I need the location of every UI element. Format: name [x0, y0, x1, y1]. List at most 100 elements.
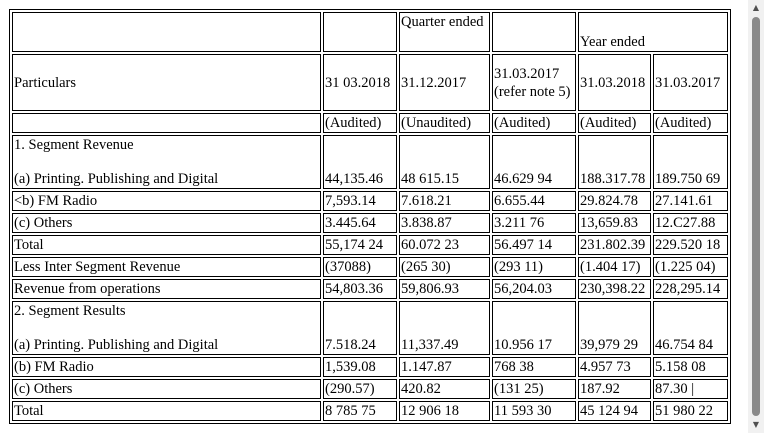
value-cell: 420.82	[399, 379, 490, 399]
scroll-up-arrow-icon[interactable]: ▲	[752, 3, 760, 12]
table-row: <b) FM Radio 7,593.14 7.618.21 6.655.44 …	[12, 191, 728, 211]
value-cell: 10.956 17	[492, 301, 576, 355]
value-cell: 6.655.44	[492, 191, 576, 211]
value-cell: 7.518.24	[323, 301, 397, 355]
row-label: 1. Segment Revenue (a) Printing. Publishi…	[12, 135, 321, 189]
row-label-text: (a) Printing. Publishing and Digital	[14, 337, 219, 353]
value-cell: 56,204.03	[492, 279, 576, 299]
vertical-scrollbar[interactable]: ▲ ▼	[748, 0, 764, 433]
row-label: Less Inter Segment Revenue	[12, 257, 321, 277]
date-heading: 31.12.2017	[399, 54, 490, 111]
row-label: (c) Others	[12, 379, 321, 399]
value-cell: 44,135.46	[323, 135, 397, 189]
row-label: 2. Segment Results (a) Printing. Publishi…	[12, 301, 321, 355]
audit-status: (Audited)	[578, 113, 651, 133]
document-viewport: Quarter ended Year ended Particulars 31 …	[9, 9, 731, 424]
value-cell: 39,979 29	[578, 301, 651, 355]
scroll-down-arrow-icon[interactable]: ▼	[752, 420, 760, 429]
value-cell: 187.92	[578, 379, 651, 399]
table-row: 1. Segment Revenue (a) Printing. Publishi…	[12, 135, 728, 189]
value-cell: 12 906 18	[399, 401, 490, 421]
value-cell: (131 25)	[492, 379, 576, 399]
row-label: (b) FM Radio	[12, 357, 321, 377]
value-cell: 7.618.21	[399, 191, 490, 211]
value-cell: 8 785 75	[323, 401, 397, 421]
value-cell: 229.520 18	[653, 235, 728, 255]
table-row: (c) Others (290.57) 420.82 (131 25) 187.…	[12, 379, 728, 399]
header-empty-cell	[323, 12, 397, 52]
value-cell: 1,539.08	[323, 357, 397, 377]
value-cell: 228,295.14	[653, 279, 728, 299]
section-title: 1. Segment Revenue	[14, 137, 134, 153]
date-heading: 31.03.2017 (refer note 5)	[492, 54, 576, 111]
value-cell: 51 980 22	[653, 401, 728, 421]
value-cell: (37088)	[323, 257, 397, 277]
table-row: Total 55,174 24 60.072 23 56.497 14 231.…	[12, 235, 728, 255]
date-header-row: Particulars 31 03.2018 31.12.2017 31.03.…	[12, 54, 728, 111]
value-cell: 29.824.78	[578, 191, 651, 211]
table-row: Less Inter Segment Revenue (37088) (265 …	[12, 257, 728, 277]
value-cell: 60.072 23	[399, 235, 490, 255]
value-cell: 230,398.22	[578, 279, 651, 299]
value-cell: 55,174 24	[323, 235, 397, 255]
value-cell: 27.141.61	[653, 191, 728, 211]
header-empty-cell	[12, 12, 321, 52]
value-cell: 7,593.14	[323, 191, 397, 211]
value-cell: 11,337.49	[399, 301, 490, 355]
row-label: Total	[12, 401, 321, 421]
value-cell: 87.30 |	[653, 379, 728, 399]
scrollbar-thumb[interactable]	[752, 17, 760, 416]
value-cell: 46.754 84	[653, 301, 728, 355]
value-cell: 1.147.87	[399, 357, 490, 377]
value-cell: 12.C27.88	[653, 213, 728, 233]
table-row: Revenue from operations 54,803.36 59,806…	[12, 279, 728, 299]
row-label-text: (a) Printing. Publishing and Digital	[14, 171, 219, 187]
value-cell: (1.404 17)	[578, 257, 651, 277]
value-cell: 3.838.87	[399, 213, 490, 233]
audit-status: (Audited)	[653, 113, 728, 133]
value-cell: 59,806.93	[399, 279, 490, 299]
value-cell: (293 11)	[492, 257, 576, 277]
value-cell: 5.158 08	[653, 357, 728, 377]
value-cell: 48 615.15	[399, 135, 490, 189]
value-cell: 768 38	[492, 357, 576, 377]
particulars-heading: Particulars	[12, 54, 321, 111]
value-cell: 56.497 14	[492, 235, 576, 255]
date-heading: 31.03.2018	[578, 54, 651, 111]
table-row: (b) FM Radio 1,539.08 1.147.87 768 38 4.…	[12, 357, 728, 377]
segment-results-table: Quarter ended Year ended Particulars 31 …	[9, 9, 731, 424]
value-cell: 45 124 94	[578, 401, 651, 421]
audit-status-row: (Audited) (Unaudited) (Audited) (Audited…	[12, 113, 728, 133]
row-label: (c) Others	[12, 213, 321, 233]
value-cell: 4.957 73	[578, 357, 651, 377]
table-row: Total 8 785 75 12 906 18 11 593 30 45 12…	[12, 401, 728, 421]
value-cell: 46.629 94	[492, 135, 576, 189]
table-header-row: Quarter ended Year ended	[12, 12, 728, 52]
table-row: 2. Segment Results (a) Printing. Publishi…	[12, 301, 728, 355]
audit-status: (Audited)	[323, 113, 397, 133]
row-label: <b) FM Radio	[12, 191, 321, 211]
value-cell: 13,659.83	[578, 213, 651, 233]
year-ended-heading: Year ended	[578, 12, 728, 52]
table-row: (c) Others 3.445.64 3.838.87 3.211 76 13…	[12, 213, 728, 233]
value-cell: (290.57)	[323, 379, 397, 399]
header-empty-cell	[492, 12, 576, 52]
date-heading: 31.03.2017	[653, 54, 728, 111]
date-heading: 31 03.2018	[323, 54, 397, 111]
section-title: 2. Segment Results	[14, 303, 126, 319]
row-label: Revenue from operations	[12, 279, 321, 299]
value-cell: (265 30)	[399, 257, 490, 277]
quarter-ended-heading: Quarter ended	[399, 12, 490, 52]
value-cell: 189.750 69	[653, 135, 728, 189]
value-cell: 188.317.78	[578, 135, 651, 189]
row-label: Total	[12, 235, 321, 255]
header-empty-cell	[12, 113, 321, 133]
value-cell: (1.225 04)	[653, 257, 728, 277]
value-cell: 3.445.64	[323, 213, 397, 233]
audit-status: (Unaudited)	[399, 113, 490, 133]
value-cell: 3.211 76	[492, 213, 576, 233]
value-cell: 54,803.36	[323, 279, 397, 299]
value-cell: 11 593 30	[492, 401, 576, 421]
audit-status: (Audited)	[492, 113, 576, 133]
value-cell: 231.802.39	[578, 235, 651, 255]
